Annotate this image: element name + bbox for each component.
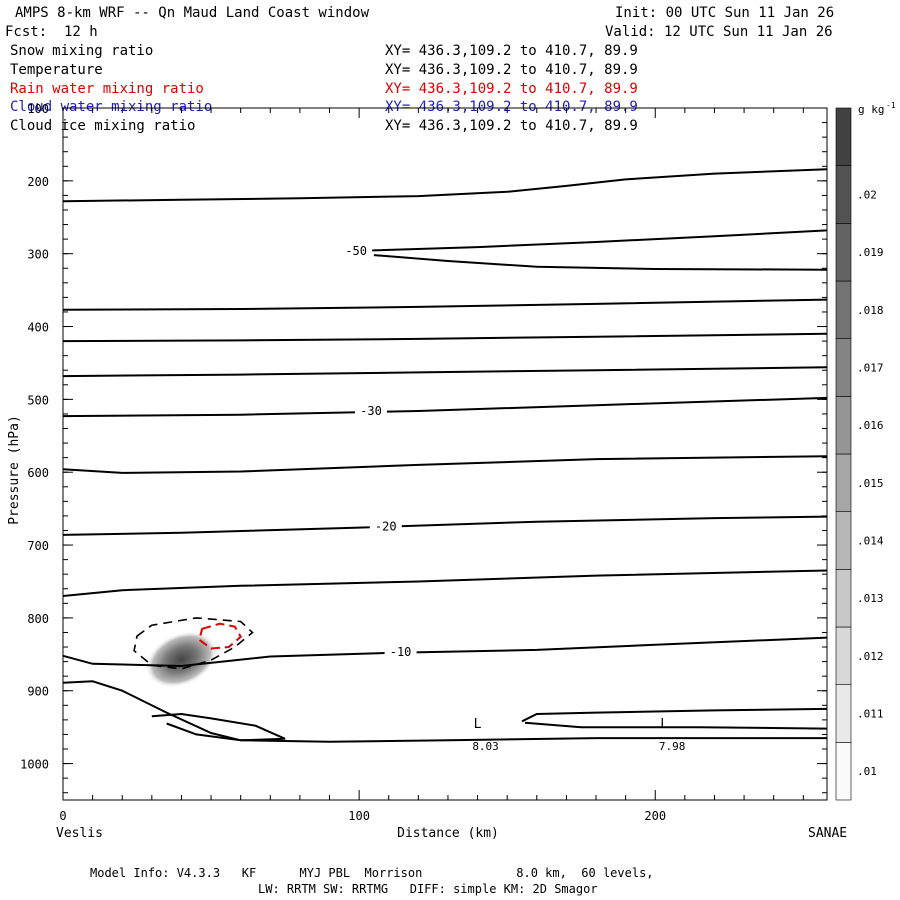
colorbar-swatch xyxy=(835,223,852,282)
y-tick-label: 700 xyxy=(27,539,49,553)
x-tick-label: 0 xyxy=(59,809,66,823)
fcst-value: 12 h xyxy=(64,24,98,40)
plot-frame xyxy=(62,107,828,801)
x-tick-label: 200 xyxy=(644,809,666,823)
field-name-rain: Rain water mixing ratio xyxy=(10,81,204,97)
fcst-label: Fcst: xyxy=(5,24,48,40)
contour-label: -10 xyxy=(390,645,412,659)
colorbar-swatch xyxy=(835,280,852,339)
y-tick-label: 500 xyxy=(27,393,49,407)
y-tick-label: 400 xyxy=(27,321,49,335)
init-time: Init: 00 UTC Sun 11 Jan 26 xyxy=(615,5,835,21)
colorbar-swatch xyxy=(835,396,852,455)
contour-label: -50 xyxy=(345,244,367,258)
colorbar: .01 .011 .012 .013 .014 .015 .016 .017 .018 .019.… xyxy=(835,107,884,801)
y-tick-label: 1000 xyxy=(20,758,49,772)
contour-label-bg xyxy=(354,402,387,418)
colorbar-swatch xyxy=(835,511,852,570)
snow-mixing-ratio-shading xyxy=(145,630,218,688)
y-tick-label: 900 xyxy=(27,685,49,699)
y-tick-label: 800 xyxy=(27,612,49,626)
temperature-contour xyxy=(62,168,828,203)
y-tick-label: 200 xyxy=(27,175,49,189)
contour-label: -30 xyxy=(360,404,382,418)
colorbar-label: .02 xyxy=(857,189,877,202)
contour-label-bg xyxy=(340,243,373,259)
rain-water-contour xyxy=(198,622,242,650)
y-tick-label: 100 xyxy=(27,102,49,116)
contour-label-bg xyxy=(369,518,402,534)
temperature-contour xyxy=(373,254,828,271)
y-tick-label: 600 xyxy=(27,466,49,480)
colorbar-label: .011 xyxy=(857,708,884,721)
colorbar-label: .012 xyxy=(857,650,884,663)
colorbar-swatch xyxy=(835,338,852,397)
temperature-contour xyxy=(62,366,828,378)
temperature-contour xyxy=(62,332,828,343)
low-marker: L xyxy=(660,717,668,732)
low-marker: L xyxy=(474,717,482,732)
temperature-contour xyxy=(62,396,828,418)
field-xy-cloud-ice: XY= 436.3,109.2 to 410.7, 89.9 xyxy=(385,118,638,134)
colorbar-label: .013 xyxy=(857,592,884,605)
colorbar-label: .014 xyxy=(857,535,884,548)
y-tick-label: 300 xyxy=(27,248,49,262)
colorbar-label: .018 xyxy=(857,304,884,317)
chart-title: AMPS 8-km WRF -- Qn Maud Land Coast wind… xyxy=(15,5,370,21)
temperature-contour xyxy=(359,229,828,252)
colorbar-unit: g kg xyxy=(858,103,885,116)
y-axis-label: Pressure (hPa) xyxy=(7,415,22,525)
temperature-contour xyxy=(62,515,828,536)
colorbar-label: .01 xyxy=(857,765,877,778)
low-value: 7.98 xyxy=(659,740,686,753)
colorbar-swatch xyxy=(835,626,852,685)
footer-model-info: Model Info: V4.3.3 KF MYJ PBL Morrison 8… xyxy=(90,866,654,880)
field-xy-snow: XY= 436.3,109.2 to 410.7, 89.9 xyxy=(385,43,638,59)
colorbar-label: .019 xyxy=(857,246,884,259)
colorbar-swatch xyxy=(835,165,852,224)
cloud-ice-contour xyxy=(133,617,254,670)
colorbar-swatch xyxy=(835,107,852,166)
colorbar-swatch xyxy=(835,742,852,801)
field-xy-rain: XY= 436.3,109.2 to 410.7, 89.9 xyxy=(385,81,638,97)
colorbar-label: .016 xyxy=(857,419,884,432)
contour-label: -20 xyxy=(375,520,397,534)
temperature-contour xyxy=(62,636,828,668)
temperature-contour xyxy=(62,569,828,597)
colorbar-unit-exponent: -1 xyxy=(886,101,896,110)
colorbar-swatch xyxy=(835,569,852,628)
temperature-contour xyxy=(151,712,286,742)
colorbar-swatch xyxy=(835,684,852,743)
temperature-contour xyxy=(62,455,828,474)
field-name-snow: Snow mixing ratio xyxy=(10,43,154,59)
x-right-location: SANAE xyxy=(808,826,847,841)
colorbar-label: .015 xyxy=(857,477,884,490)
footer-physics-info: LW: RRTM SW: RRTMG DIFF: simple KM: 2D S… xyxy=(258,882,598,896)
low-value: 8.03 xyxy=(472,740,499,753)
temperature-contour xyxy=(524,721,828,730)
temperature-contour xyxy=(62,298,828,311)
valid-time: Valid: 12 UTC Sun 11 Jan 26 xyxy=(605,24,833,40)
field-name-temperature: Temperature xyxy=(10,62,103,78)
x-tick-label: 100 xyxy=(348,809,370,823)
temperature-contour xyxy=(62,680,827,743)
temperature-contour xyxy=(521,707,828,723)
contour-label-bg xyxy=(384,643,417,659)
field-xy-temperature: XY= 436.3,109.2 to 410.7, 89.9 xyxy=(385,62,638,78)
colorbar-label: .017 xyxy=(857,362,884,375)
colorbar-swatch xyxy=(835,453,852,512)
x-axis-label: Distance (km) xyxy=(397,826,499,841)
field-xy-cloud-water: XY= 436.3,109.2 to 410.7, 89.9 xyxy=(385,99,638,115)
x-left-location: Veslis xyxy=(56,826,103,841)
